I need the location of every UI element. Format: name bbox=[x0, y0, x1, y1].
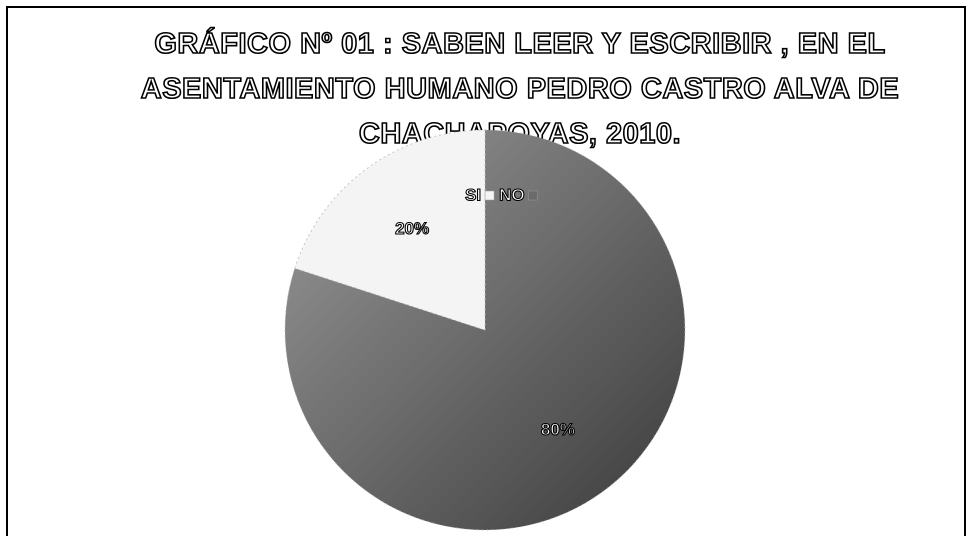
data-label: 20% bbox=[395, 219, 429, 238]
legend-swatch bbox=[484, 190, 495, 201]
chart-title: GRÁFICO Nº 01 : SABEN LEER Y ESCRIBIR , … bbox=[140, 27, 900, 151]
legend-swatch bbox=[528, 190, 538, 201]
data-label: 80% bbox=[541, 420, 575, 439]
chart-frame bbox=[6, 6, 966, 536]
legend-label: NO bbox=[499, 185, 525, 204]
legend-label: SI bbox=[465, 185, 481, 204]
pie-slice bbox=[294, 129, 486, 331]
